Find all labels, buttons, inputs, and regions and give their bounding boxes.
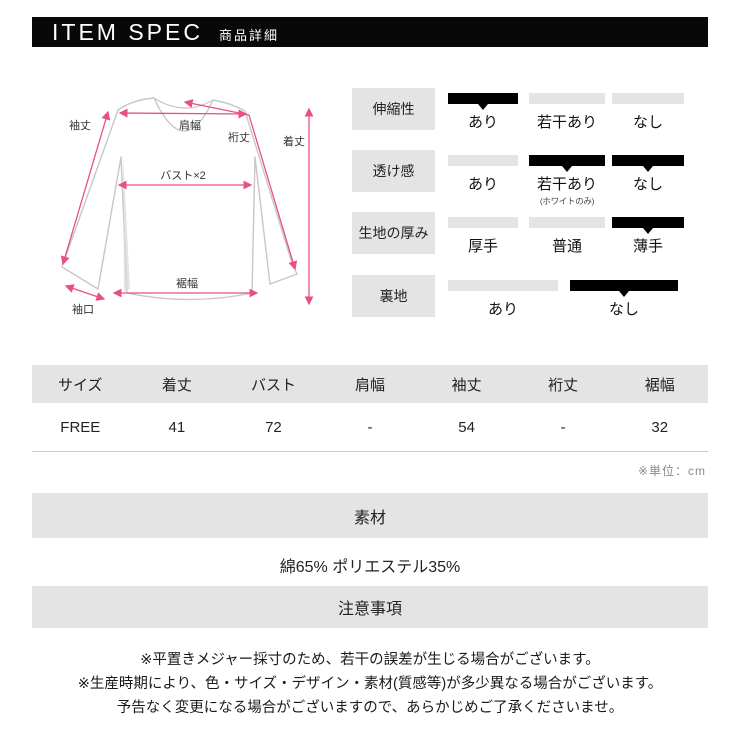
bust-value: 72 [265,418,282,436]
material-heading: 素材 [32,493,708,538]
body-length-label: 着丈 [283,134,305,148]
sleeve-length-label: 袖丈 [69,118,91,132]
hem-width-label: 裾幅 [176,276,198,290]
spec-row-sheerness: 透け感 あり 若干あり (ホワイトのみ) なし [352,150,708,206]
page-title: ITEM SPEC [52,18,203,45]
option-label: なし [632,114,663,131]
rating-bar [612,93,684,104]
option-label: 普通 [551,238,582,255]
spec-row-label: 裏地 [352,275,435,317]
spec-option: なし [570,280,678,319]
option-label: なし [608,301,639,318]
size-table: サイズ 着丈 バスト 肩幅 袖丈 裄丈 裾幅 FREE 41 72 - 54 -… [32,365,708,478]
spec-option: 若干あり [529,93,605,132]
size-value: FREE [60,418,101,436]
spec-option: あり [448,93,518,132]
table-row: FREE 41 72 - 54 - 32 [32,403,708,452]
note-line: ※生産時期により、色・サイズ・デザイン・素材(質感等)が多少異なる場合がございま… [77,676,663,692]
yuki-value: - [560,418,566,436]
hem-value: 32 [651,418,669,436]
spec-row-stretch: 伸縮性 あり 若干あり なし [352,88,708,144]
rating-bar [529,93,605,104]
rating-bar [612,155,684,172]
sleeve-length-arrow [60,110,111,266]
option-label: あり [467,114,498,131]
bust-label: バスト×2 [160,169,206,182]
sleeve-value: 54 [458,418,475,436]
cuff-arrow [64,284,106,301]
col-header: サイズ [58,376,103,394]
col-header: 肩幅 [355,376,386,394]
yuki-length-label: 裄丈 [228,131,250,144]
col-header: 袖丈 [451,376,482,394]
option-label: あり [467,176,498,193]
shoulder-value: - [367,418,373,436]
rating-bar [448,217,518,228]
material-value: 綿65% ポリエステル35% [279,559,461,576]
option-label: あり [487,301,518,318]
option-label: 薄手 [632,238,663,255]
rating-bar [570,280,678,297]
col-header: 裄丈 [548,376,579,394]
option-label: 若干あり [536,176,597,193]
notes-heading: 注意事項 [32,586,708,628]
rating-bar [529,155,605,172]
spec-option: あり [448,280,558,319]
spec-option: なし [612,155,684,194]
note-line: ※平置きメジャー採寸のため、若干の誤差が生じる場合がございます。 [140,652,600,668]
spec-row-label: 生地の厚み [352,212,435,254]
spec-option: 厚手 [448,217,518,256]
spec-option: 若干あり (ホワイトのみ) [529,155,605,207]
rating-bar [448,93,518,110]
section-header: ITEM SPEC 商品詳細 [32,17,708,47]
col-header: バスト [250,376,296,394]
option-note: (ホワイトのみ) [539,196,595,206]
spec-option: 普通 [529,217,605,256]
rating-bar [529,217,605,228]
spec-row-thickness: 生地の厚み 厚手 普通 薄手 [352,212,708,268]
shoulder-width-label: 肩幅 [179,118,201,132]
size-table-header: サイズ 着丈 バスト 肩幅 袖丈 裄丈 裾幅 [32,365,708,403]
spec-option: なし [612,93,684,132]
spec-row-label: 伸縮性 [352,88,435,130]
page-subtitle: 商品詳細 [218,27,279,43]
spec-option: 薄手 [612,217,684,256]
spec-row-lining: 裏地 あり なし [352,275,708,331]
spec-option: あり [448,155,518,194]
col-header: 裾幅 [644,376,675,394]
rating-bar [448,155,518,166]
length-value: 41 [168,418,186,436]
option-label: なし [632,176,663,193]
rating-bar [612,217,684,234]
option-label: 厚手 [467,238,498,255]
note-line: 予告なく変更になる場合がございますので、あらかじめご了承くださいませ。 [116,700,624,716]
cuff-label: 袖口 [72,302,94,316]
yuki-length-arrow [183,99,298,271]
unit-note: ※単位：cm [637,464,706,478]
measurement-arrows [60,99,314,306]
garment-measurement-diagram: 袖丈 肩幅 裄丈 着丈 バスト×2 裾幅 袖口 [60,97,314,316]
rating-bar [448,280,558,291]
notes-text: ※平置きメジャー採寸のため、若干の誤差が生じる場合がございます。 ※生産時期によ… [32,648,708,720]
col-header: 着丈 [161,376,192,394]
option-label: 若干あり [536,114,597,131]
spec-row-label: 透け感 [352,150,435,192]
